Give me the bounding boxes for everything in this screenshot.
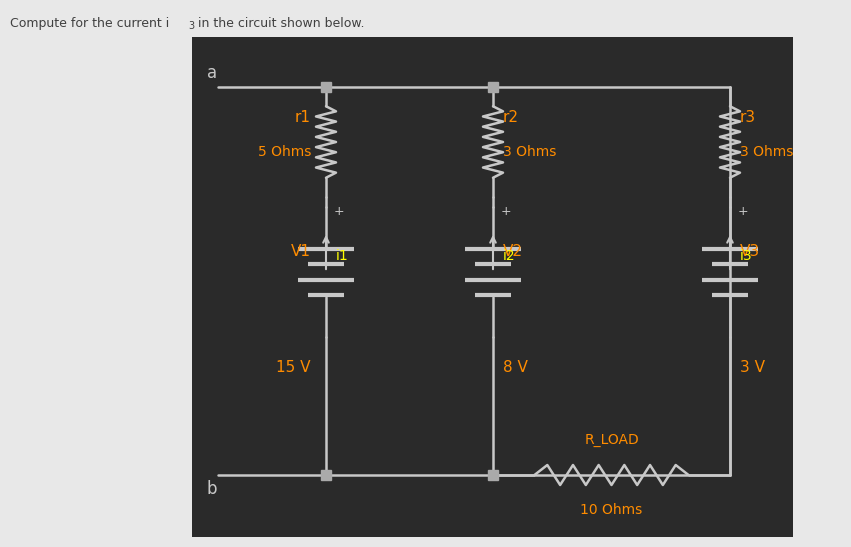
- Text: V1: V1: [291, 245, 311, 259]
- Text: 3 V: 3 V: [740, 359, 765, 375]
- Text: 3: 3: [188, 21, 194, 31]
- Text: r2: r2: [503, 109, 519, 125]
- Bar: [192, 37, 793, 537]
- Text: 5 Ohms: 5 Ohms: [258, 145, 311, 159]
- Text: i3: i3: [740, 249, 752, 263]
- Text: i1: i1: [336, 249, 349, 263]
- Text: in the circuit shown below.: in the circuit shown below.: [194, 17, 364, 30]
- Text: V3: V3: [740, 245, 760, 259]
- Text: +: +: [738, 205, 749, 218]
- Text: a: a: [207, 64, 217, 82]
- Text: 10 Ohms: 10 Ohms: [580, 503, 643, 517]
- Text: +: +: [501, 205, 511, 218]
- Text: +: +: [334, 205, 345, 218]
- Text: 8 V: 8 V: [503, 359, 528, 375]
- Text: R_LOAD: R_LOAD: [584, 433, 639, 447]
- Text: 3 Ohms: 3 Ohms: [503, 145, 557, 159]
- Text: Compute for the current i: Compute for the current i: [10, 17, 169, 30]
- Text: r3: r3: [740, 109, 757, 125]
- Text: r1: r1: [295, 109, 311, 125]
- Text: V2: V2: [503, 245, 523, 259]
- Text: b: b: [207, 480, 218, 498]
- Text: i2: i2: [503, 249, 516, 263]
- Text: 3 Ohms: 3 Ohms: [740, 145, 793, 159]
- Text: 15 V: 15 V: [277, 359, 311, 375]
